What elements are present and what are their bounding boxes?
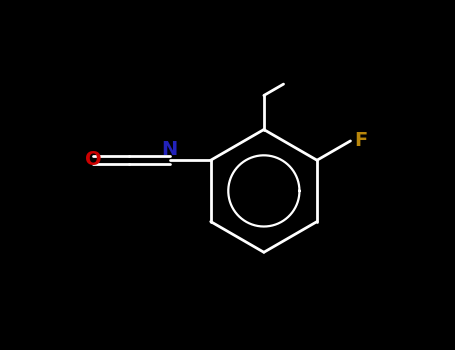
- Text: N: N: [162, 140, 178, 159]
- Text: O: O: [85, 150, 101, 169]
- Text: F: F: [354, 131, 367, 150]
